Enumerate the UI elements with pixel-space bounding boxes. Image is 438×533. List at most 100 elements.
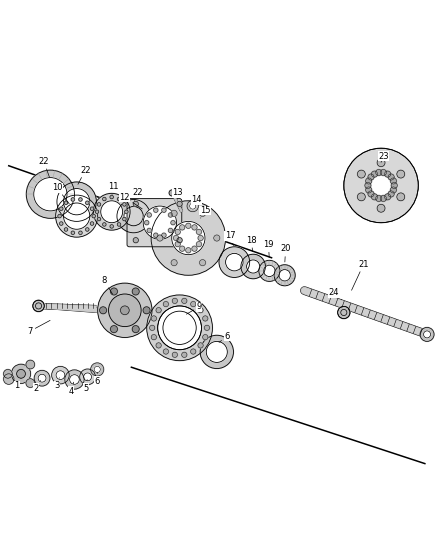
Text: 20: 20 — [280, 245, 291, 262]
Circle shape — [132, 288, 139, 295]
Text: 24: 24 — [328, 288, 342, 300]
Circle shape — [388, 174, 394, 180]
Circle shape — [198, 236, 203, 241]
Circle shape — [391, 182, 397, 189]
Circle shape — [163, 311, 196, 344]
Text: 17: 17 — [225, 231, 235, 246]
Text: 7: 7 — [27, 320, 50, 336]
Circle shape — [79, 198, 82, 201]
Circle shape — [371, 171, 378, 177]
Circle shape — [64, 189, 90, 215]
Circle shape — [191, 302, 196, 306]
Text: 18: 18 — [246, 236, 256, 252]
Text: 9: 9 — [187, 302, 202, 314]
Circle shape — [172, 298, 177, 303]
Text: 3: 3 — [54, 378, 60, 390]
Circle shape — [143, 307, 150, 314]
Circle shape — [264, 265, 275, 277]
Text: 8: 8 — [102, 276, 113, 294]
Circle shape — [90, 207, 94, 211]
Circle shape — [56, 371, 65, 379]
Circle shape — [38, 374, 46, 382]
Circle shape — [11, 364, 31, 383]
Circle shape — [17, 369, 25, 378]
Circle shape — [56, 195, 98, 237]
Circle shape — [26, 379, 35, 387]
Text: 14: 14 — [191, 196, 201, 205]
Circle shape — [151, 201, 226, 275]
Circle shape — [147, 228, 152, 232]
Circle shape — [64, 203, 90, 229]
Circle shape — [110, 195, 113, 199]
Text: 13: 13 — [172, 189, 183, 197]
Text: 6: 6 — [95, 373, 100, 386]
Circle shape — [58, 214, 61, 218]
Circle shape — [154, 208, 158, 212]
Circle shape — [172, 352, 177, 358]
Text: 12: 12 — [120, 193, 142, 209]
Circle shape — [191, 349, 196, 354]
Circle shape — [397, 193, 405, 201]
Circle shape — [71, 231, 74, 235]
Circle shape — [65, 370, 84, 389]
Circle shape — [376, 169, 382, 175]
Circle shape — [109, 294, 141, 327]
Circle shape — [190, 203, 196, 209]
Text: 22: 22 — [39, 157, 49, 177]
Circle shape — [95, 210, 99, 214]
Circle shape — [247, 260, 260, 273]
Circle shape — [420, 327, 434, 342]
Circle shape — [219, 247, 250, 278]
Circle shape — [385, 194, 391, 200]
Circle shape — [110, 288, 117, 295]
Circle shape — [147, 295, 212, 361]
Text: 4: 4 — [68, 382, 74, 396]
Circle shape — [92, 214, 95, 218]
Circle shape — [388, 191, 394, 197]
Circle shape — [390, 187, 396, 193]
Circle shape — [90, 222, 94, 225]
Circle shape — [162, 233, 166, 237]
Circle shape — [186, 248, 191, 253]
Circle shape — [171, 260, 177, 266]
Circle shape — [366, 170, 396, 201]
Circle shape — [85, 201, 89, 205]
Circle shape — [57, 182, 96, 221]
Circle shape — [60, 207, 63, 211]
Circle shape — [33, 300, 44, 312]
Circle shape — [368, 174, 374, 180]
Text: 15: 15 — [200, 206, 210, 218]
Circle shape — [60, 222, 63, 225]
Circle shape — [35, 303, 42, 309]
Text: 6: 6 — [219, 332, 230, 342]
Circle shape — [163, 349, 169, 354]
Circle shape — [380, 195, 386, 201]
Circle shape — [85, 228, 89, 231]
Circle shape — [151, 335, 156, 340]
Circle shape — [390, 178, 396, 184]
Circle shape — [366, 187, 372, 193]
Circle shape — [80, 369, 95, 385]
Circle shape — [171, 221, 175, 225]
Circle shape — [397, 170, 405, 178]
Circle shape — [279, 270, 290, 281]
Circle shape — [196, 229, 201, 235]
Circle shape — [158, 306, 201, 350]
Circle shape — [192, 246, 197, 251]
Circle shape — [97, 217, 101, 221]
Circle shape — [151, 316, 156, 321]
Circle shape — [26, 170, 74, 219]
Circle shape — [99, 307, 106, 314]
Circle shape — [120, 306, 129, 314]
Text: 5: 5 — [83, 379, 88, 393]
Circle shape — [143, 206, 177, 239]
Circle shape — [180, 246, 185, 251]
Text: 21: 21 — [352, 260, 369, 290]
Circle shape — [34, 370, 50, 386]
Circle shape — [180, 225, 185, 230]
Circle shape — [71, 198, 74, 201]
Circle shape — [157, 235, 163, 241]
Circle shape — [171, 211, 177, 216]
Text: 1: 1 — [14, 378, 21, 390]
Circle shape — [206, 342, 227, 362]
